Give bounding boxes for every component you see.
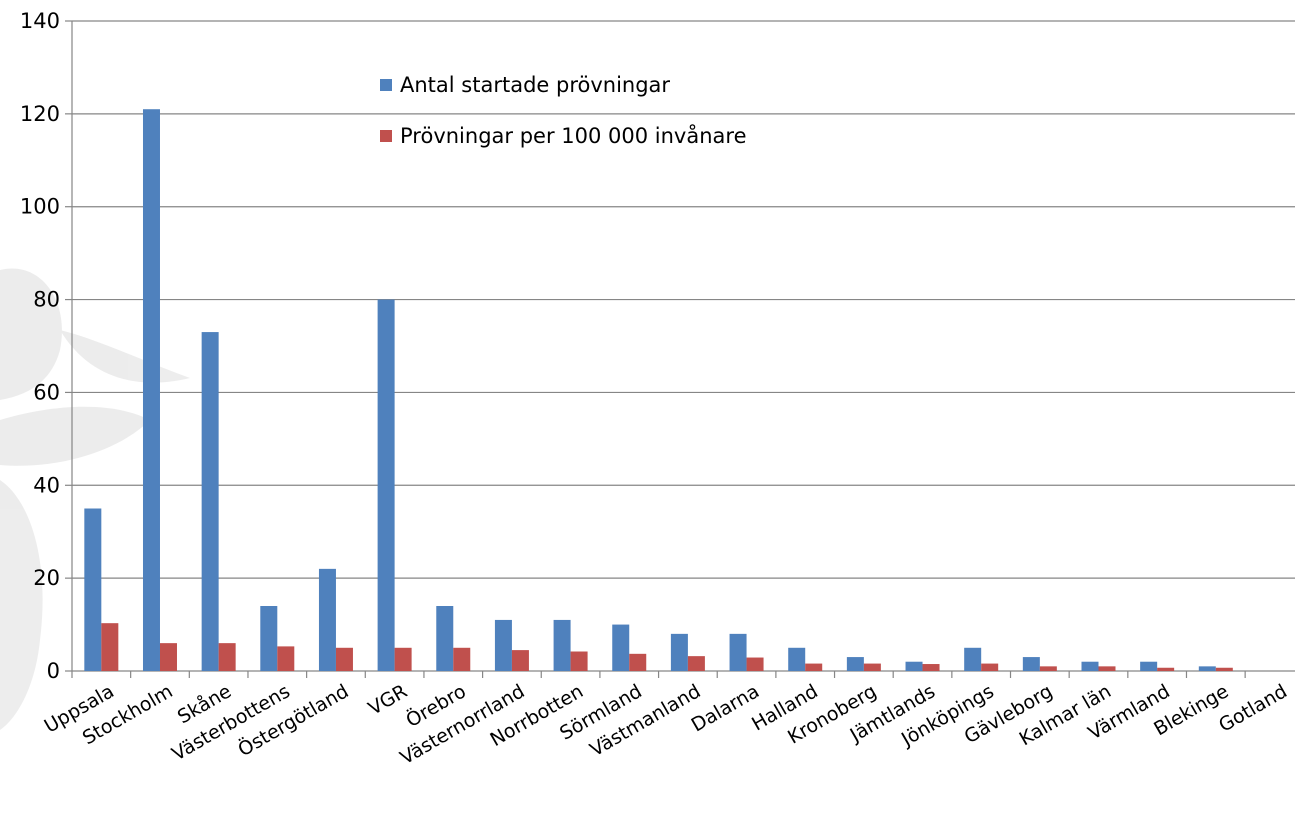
- bar-antal-1: [142, 109, 160, 671]
- y-tick-label: 20: [33, 566, 60, 590]
- bar-per-100000-1: [159, 643, 177, 671]
- bar-per-100000-9: [629, 653, 647, 671]
- bar-antal-0: [84, 508, 102, 671]
- bar-per-100000-8: [570, 651, 588, 671]
- bar-per-100000-7: [511, 650, 529, 671]
- x-tick-labels: UppsalaStockholmSkåneVästerbottensÖsterg…: [41, 679, 1291, 769]
- bar-per-100000-5: [394, 647, 412, 671]
- bar-per-100000-13: [863, 663, 881, 671]
- y-tick-label: 100: [20, 195, 60, 219]
- bar-antal-12: [788, 647, 806, 671]
- bar-per-100000-6: [453, 647, 471, 671]
- bar-antal-13: [846, 657, 864, 671]
- legend-label: Antal startade prövningar: [400, 73, 670, 97]
- y-tick-labels: 0 20 40 60 80 100 120 140: [20, 9, 60, 683]
- y-tick-label: 40: [33, 473, 60, 497]
- bar-per-100000-2: [218, 643, 236, 671]
- bar-per-100000-16: [1039, 666, 1057, 671]
- bar-per-100000-19: [1215, 667, 1233, 671]
- bar-antal-9: [612, 624, 630, 671]
- bar-per-100000-15: [981, 663, 999, 671]
- axes: [65, 20, 1295, 678]
- bar-antal-10: [670, 633, 688, 671]
- bar-per-100000-4: [335, 647, 353, 671]
- bar-per-100000-0: [101, 623, 119, 671]
- bar-antal-19: [1198, 666, 1216, 671]
- y-tick-label: 140: [20, 9, 60, 33]
- bars: [84, 109, 1233, 671]
- bar-antal-15: [964, 647, 982, 671]
- bar-per-100000-3: [277, 646, 295, 671]
- bar-antal-3: [260, 606, 278, 671]
- bar-antal-4: [318, 568, 336, 671]
- bar-per-100000-10: [687, 656, 705, 671]
- bar-per-100000-17: [1098, 666, 1116, 671]
- bar-antal-11: [729, 633, 747, 671]
- bar-antal-5: [377, 299, 395, 671]
- x-category-label: Dalarna: [688, 680, 763, 736]
- legend-label: Prövningar per 100 000 invånare: [400, 123, 747, 148]
- bar-antal-6: [436, 606, 454, 671]
- legend-swatch: [380, 79, 392, 91]
- bar-antal-14: [905, 661, 923, 671]
- bar-per-100000-18: [1157, 667, 1175, 671]
- y-tick-label: 120: [20, 102, 60, 126]
- bar-antal-16: [1022, 657, 1040, 671]
- bar-antal-2: [201, 332, 219, 671]
- bar-antal-8: [553, 619, 571, 671]
- x-category-label: Gotland: [1215, 680, 1291, 736]
- y-tick-label: 0: [47, 659, 60, 683]
- bar-antal-7: [494, 619, 512, 671]
- gridlines: [72, 20, 1295, 579]
- bar-per-100000-14: [922, 664, 940, 671]
- legend: Antal startade prövningar Prövningar per …: [380, 73, 747, 148]
- y-tick-label: 80: [33, 288, 60, 312]
- y-tick-label: 60: [33, 380, 60, 404]
- legend-swatch: [380, 130, 392, 142]
- bar-antal-17: [1081, 661, 1099, 671]
- bar-per-100000-12: [805, 663, 823, 671]
- bar-antal-18: [1140, 661, 1158, 671]
- bar-per-100000-11: [746, 657, 764, 671]
